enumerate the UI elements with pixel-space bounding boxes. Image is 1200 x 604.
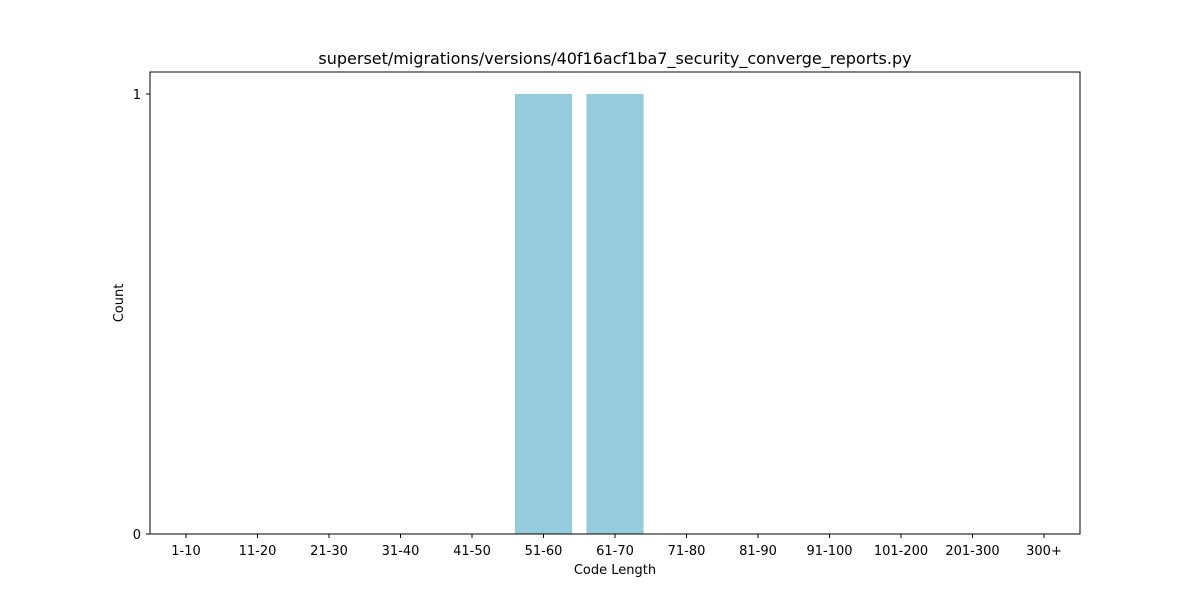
x-tick-label: 101-200 [874,544,928,559]
bar-51-60 [514,94,573,534]
x-tick-label: 300+ [1026,544,1062,559]
bar-61-70 [586,94,644,534]
chart-title: superset/migrations/versions/40f16acf1ba… [318,49,911,69]
x-tick-label: 91-100 [806,544,852,559]
bars-layer [514,94,644,534]
y-tick-label: 0 [133,528,141,543]
x-tick-label: 1-10 [171,544,201,559]
x-tick-label: 41-50 [453,544,491,559]
x-tick-label: 51-60 [525,544,563,559]
x-axis-label: Code Length [574,563,656,578]
x-tick-label: 31-40 [382,544,420,559]
y-axis-label: Count [112,284,127,323]
x-tick-label: 61-70 [596,544,634,559]
y-tick-label: 1 [133,88,141,103]
y-axis-ticks: 01 [133,88,150,543]
x-tick-label: 11-20 [239,544,277,559]
x-tick-label: 71-80 [668,544,706,559]
x-tick-label: 21-30 [310,544,348,559]
x-tick-label: 201-300 [945,544,999,559]
x-axis-ticks: 1-10 11-20 21-30 31-40 41-50 51-60 61-70 71-80 8… [171,534,1062,559]
x-tick-label: 81-90 [739,544,777,559]
plot-area-frame [149,71,1081,535]
